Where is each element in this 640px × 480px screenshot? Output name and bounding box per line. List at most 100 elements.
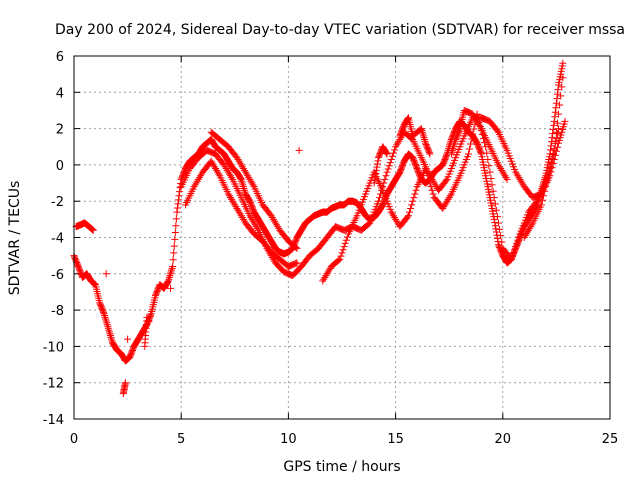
data-point-track-c <box>215 170 223 178</box>
data-point-track-a <box>105 328 113 336</box>
x-tick-label: 10 <box>280 432 297 447</box>
data-point-track-d <box>267 212 275 220</box>
data-point-track-b <box>222 165 230 173</box>
data-point-track-a <box>102 317 110 325</box>
data-point-track-c <box>234 206 242 214</box>
data-point-track-d <box>419 132 427 140</box>
data-point-track-c <box>238 214 246 222</box>
data-point-track-d <box>548 155 556 163</box>
data-point-track-d <box>239 165 247 173</box>
data-point-track-b <box>389 149 397 157</box>
data-point-track-c <box>426 179 434 187</box>
data-point-track-a <box>166 270 174 278</box>
data-point-track-c <box>393 217 401 225</box>
data-point-track-b <box>383 168 391 176</box>
data-point-track-a <box>550 117 558 125</box>
data-point-track-b <box>442 177 450 185</box>
data-point-track-a <box>552 99 560 107</box>
data-point-track-a <box>99 308 107 316</box>
data-point-track-c <box>470 125 478 133</box>
data-point-track-b <box>365 220 373 228</box>
data-point-track-a <box>245 195 253 203</box>
data-point-track-d <box>448 146 456 154</box>
data-point-track-c <box>410 194 418 202</box>
data-point-track-d <box>553 130 561 138</box>
data-point-track-b <box>429 177 437 185</box>
data-point-track-a <box>173 204 181 212</box>
data-point-track-a <box>104 324 112 332</box>
plot-frame <box>73 55 611 420</box>
data-point-track-d <box>500 170 508 178</box>
data-point-track-d <box>538 196 546 204</box>
data-point-track-a <box>472 137 480 145</box>
data-point-track-c <box>552 128 560 136</box>
data-point-track-d <box>476 123 484 131</box>
data-point-track-a <box>552 104 560 112</box>
data-point-track-c <box>232 203 240 211</box>
data-point-track-d <box>372 170 380 178</box>
data-point-track-c <box>195 174 203 182</box>
data-point-track-c <box>166 284 174 292</box>
data-point-track-b <box>392 143 400 151</box>
data-point-track-a <box>237 175 245 183</box>
data-point-track-a <box>236 174 244 182</box>
data-point-track-d <box>503 175 511 183</box>
data-point-track-b <box>249 217 257 225</box>
data-point-track-c <box>490 194 498 202</box>
data-point-track-c <box>342 236 350 244</box>
data-point-track-d <box>373 163 381 171</box>
data-point-track-c <box>231 201 239 209</box>
data-point-track-c <box>445 194 453 202</box>
data-point-track-c <box>512 243 520 251</box>
data-point-track-c <box>484 155 492 163</box>
data-point-track-c <box>483 149 491 157</box>
data-point-track-c <box>557 92 565 100</box>
data-point-track-b <box>387 155 395 163</box>
data-point-track-d <box>236 159 244 167</box>
data-point-track-a <box>168 264 176 272</box>
data-point-track-a <box>172 215 180 223</box>
data-point-track-d <box>382 149 390 157</box>
data-point-track-d <box>501 172 509 180</box>
data-point-track-a <box>238 179 246 187</box>
data-point-track-d <box>420 134 428 142</box>
data-point-track-c <box>325 266 333 274</box>
data-point-track-c <box>387 208 395 216</box>
data-point-track-c <box>213 166 221 174</box>
data-point-track-c <box>192 179 200 187</box>
data-point-track-c <box>428 186 436 194</box>
data-point-track-b <box>515 174 523 182</box>
data-point-track-c <box>235 208 243 216</box>
data-point-track-d <box>421 137 429 145</box>
data-point-track-d <box>472 116 480 124</box>
data-point-track-d <box>246 175 254 183</box>
data-point-track-c <box>508 252 516 260</box>
data-point-track-d <box>292 243 300 251</box>
data-point-track-b <box>220 161 228 169</box>
data-point-track-a <box>553 95 561 103</box>
data-point-track-a <box>553 90 561 98</box>
data-point-track-c <box>443 197 451 205</box>
data-point-track-c <box>464 150 472 158</box>
data-point-track-c <box>511 246 519 254</box>
data-point-track-d <box>499 168 507 176</box>
data-point-track-d <box>528 221 536 229</box>
data-point-track-b <box>228 174 236 182</box>
data-point-track-c <box>207 157 215 165</box>
data-point-track-c <box>341 239 349 247</box>
data-point-track-d <box>543 178 551 186</box>
data-point-track-c <box>424 172 432 180</box>
data-point-track-c <box>514 236 522 244</box>
data-point-track-c <box>446 192 454 200</box>
data-point-track-b <box>382 172 390 180</box>
data-point-track-c <box>423 168 431 176</box>
y-tick-label: -2 <box>51 195 64 210</box>
data-point-track-c <box>439 204 447 212</box>
data-point-track-c <box>89 226 97 234</box>
data-point-track-a <box>105 326 113 334</box>
data-point-track-c <box>558 83 566 91</box>
chart-title: Day 200 of 2024, Sidereal Day-to-day VTE… <box>55 22 625 38</box>
data-point-track-c <box>389 212 397 220</box>
x-tick-label: 5 <box>177 432 185 447</box>
data-point-track-c <box>466 145 474 153</box>
